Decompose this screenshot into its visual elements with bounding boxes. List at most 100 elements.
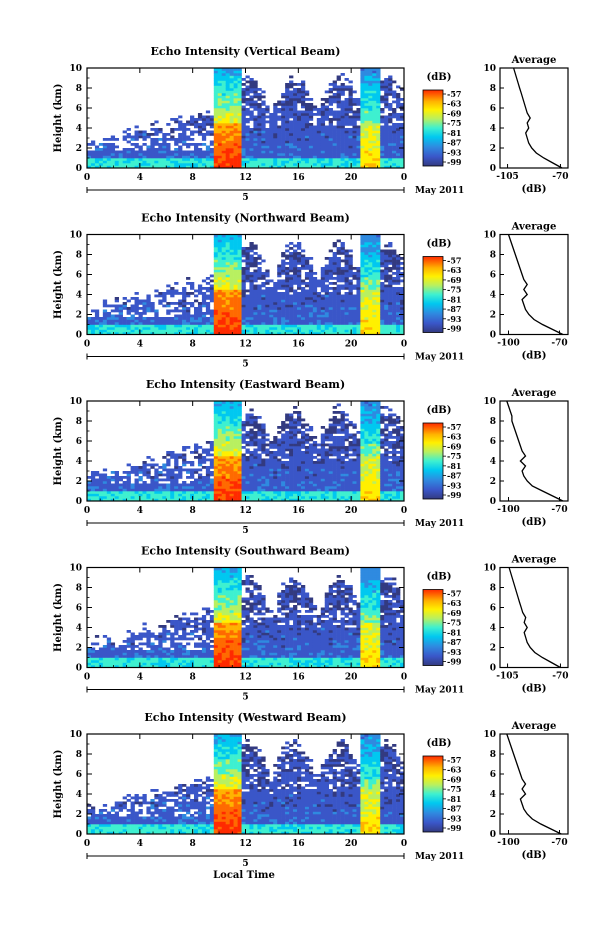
heatmap-cell (90, 158, 96, 161)
heatmap-cell (126, 476, 131, 479)
heatmap-cell (376, 145, 381, 149)
heatmap-cell (110, 498, 116, 502)
heatmap-cell (332, 327, 337, 330)
heatmap-cell (221, 317, 226, 320)
heatmap-cell (197, 458, 203, 462)
heatmap-cell (269, 304, 274, 308)
heatmap-cell (174, 498, 179, 502)
heatmap-cell (336, 85, 341, 89)
heatmap-cell (372, 78, 377, 81)
heatmap-cell (249, 431, 254, 434)
heatmap-cell (138, 145, 143, 149)
heatmap-cell (376, 277, 381, 280)
heatmap-cell (360, 274, 365, 278)
heatmap-cell (336, 158, 341, 161)
heatmap-cell (332, 95, 337, 99)
heatmap-cell (269, 329, 274, 333)
heatmap-cell (237, 317, 242, 320)
heatmap-cell (130, 491, 135, 494)
heatmap-cell (201, 287, 207, 290)
heatmap-cell (289, 252, 294, 255)
heatmap-cell (241, 165, 246, 169)
heatmap-cell (170, 493, 175, 497)
heatmap-cell (87, 158, 92, 161)
heatmap-cell (376, 165, 381, 169)
heatmap-cell (205, 297, 211, 300)
heatmap-cell (253, 473, 258, 477)
heatmap-cell (328, 269, 333, 273)
heatmap-cell (237, 239, 242, 243)
heatmap-cell (190, 302, 195, 305)
heatmap-cell (348, 297, 353, 300)
heatmap-cell (400, 123, 405, 126)
heatmap-cell (293, 257, 298, 260)
heatmap-cell (241, 488, 246, 492)
heatmap-cell (392, 292, 397, 295)
heatmap-cell (368, 73, 373, 76)
heatmap-cell (186, 282, 191, 285)
heatmap-cell (245, 120, 250, 124)
heatmap-cell (229, 317, 234, 320)
heatmap-cell (217, 476, 223, 479)
heatmap-cell (249, 292, 254, 295)
heatmap-cell (170, 319, 175, 323)
heatmap-cell (352, 312, 357, 315)
heatmap-cell (348, 262, 353, 265)
heatmap-cell (388, 108, 393, 111)
heatmap-cell (352, 165, 357, 169)
heatmap-cell (253, 103, 258, 106)
heatmap-cell (348, 100, 353, 104)
heatmap-cell (217, 118, 223, 121)
heatmap-cell (289, 332, 294, 335)
heatmap-cell (261, 302, 266, 305)
heatmap-cell (340, 148, 345, 151)
heatmap-cell (344, 135, 349, 139)
heatmap-cell (249, 302, 254, 305)
heatmap-cell (392, 304, 397, 308)
heatmap-cell (221, 481, 226, 484)
heatmap-cell (221, 115, 226, 119)
heatmap-cell (300, 138, 306, 141)
heatmap-cell (237, 163, 242, 166)
heatmap-cell (297, 284, 302, 288)
heatmap-cell (98, 150, 104, 154)
heatmap-cell (372, 123, 377, 126)
heatmap-cell (162, 332, 167, 335)
heatmap-cell (281, 140, 286, 144)
heatmap-cell (94, 473, 100, 477)
heatmap-cell (257, 428, 262, 432)
heatmap-cell (217, 237, 223, 240)
heatmap-cell (368, 103, 373, 106)
heatmap-cell (400, 113, 405, 116)
heatmap-cell (253, 496, 258, 499)
heatmap-cell (106, 143, 112, 146)
heatmap-cell (316, 120, 322, 124)
heatmap-cell (106, 322, 112, 325)
heatmap-cell (178, 456, 183, 459)
heatmap-cell (174, 314, 179, 318)
heatmap-cell (158, 294, 163, 298)
heatmap-cell (106, 148, 112, 151)
heatmap-cell (273, 153, 278, 156)
heatmap-cell (312, 304, 318, 308)
heatmap-cell (190, 158, 195, 161)
heatmap-cell (277, 133, 282, 136)
heatmap-cell (209, 158, 215, 161)
heatmap-cell (201, 297, 207, 300)
heatmap-cell (178, 332, 183, 335)
heatmap-cell (197, 332, 203, 335)
heatmap-cell (281, 153, 286, 156)
heatmap-cell (166, 322, 171, 325)
heatmap-cell (110, 150, 116, 154)
heatmap-cell (360, 327, 365, 330)
heatmap-cell (205, 118, 211, 121)
y-tick-label: 0 (76, 331, 82, 341)
heatmap-cell (213, 478, 219, 482)
heatmap-cell (253, 274, 258, 278)
y-tick-label: 2 (76, 144, 82, 154)
heatmap-cell (178, 324, 183, 328)
heatmap-cell (308, 140, 314, 144)
heatmap-cell (193, 163, 199, 166)
heatmap-cell (245, 289, 250, 293)
heatmap-cell (320, 322, 326, 325)
